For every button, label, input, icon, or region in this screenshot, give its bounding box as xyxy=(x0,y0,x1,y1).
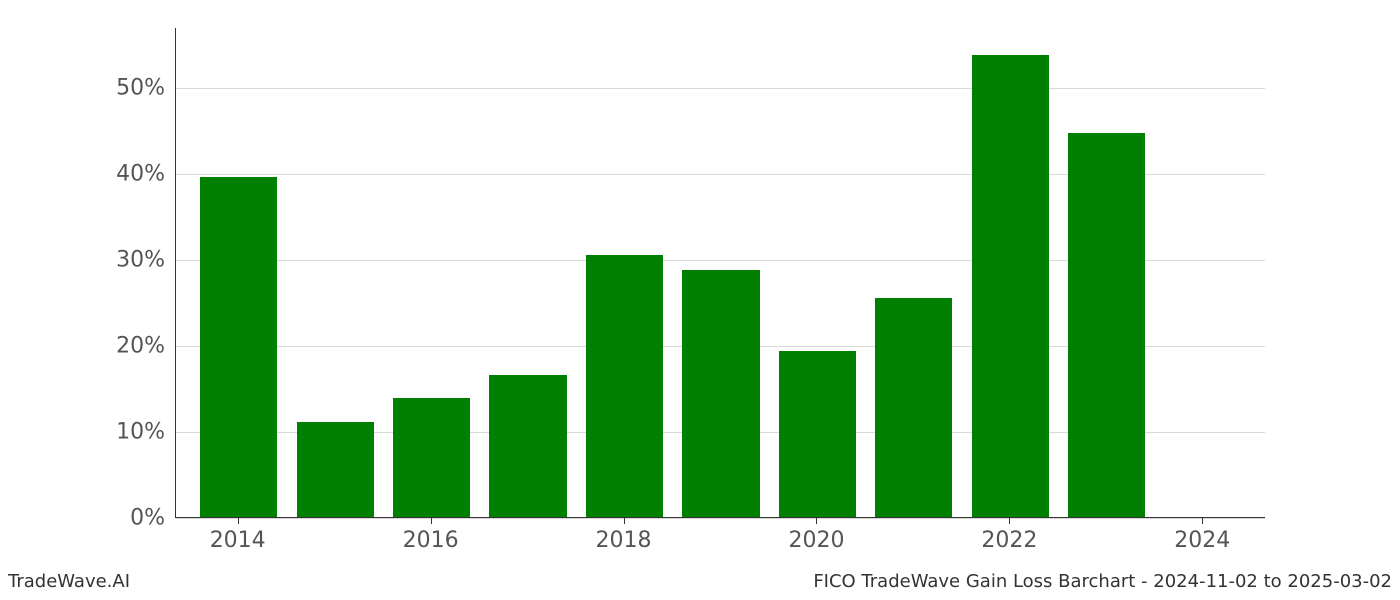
ytick-label: 40% xyxy=(105,162,165,187)
gridline xyxy=(176,518,1265,519)
xtick-label: 2018 xyxy=(596,528,652,553)
bar xyxy=(586,255,663,517)
ytick-label: 50% xyxy=(105,76,165,101)
bar xyxy=(779,351,856,517)
xtick-mark xyxy=(624,518,625,524)
xtick-label: 2016 xyxy=(403,528,459,553)
xtick-label: 2020 xyxy=(788,528,844,553)
bar xyxy=(1068,133,1145,517)
xtick-mark xyxy=(816,518,817,524)
footer-right-label: FICO TradeWave Gain Loss Barchart - 2024… xyxy=(813,571,1392,592)
xtick-label: 2022 xyxy=(981,528,1037,553)
xtick-mark xyxy=(1009,518,1010,524)
bar xyxy=(875,298,952,517)
plot-area xyxy=(175,28,1265,518)
gridline xyxy=(176,88,1265,89)
footer-left-label: TradeWave.AI xyxy=(8,571,130,592)
ytick-label: 0% xyxy=(105,506,165,531)
bar xyxy=(972,55,1049,517)
xtick-label: 2024 xyxy=(1174,528,1230,553)
ytick-label: 20% xyxy=(105,334,165,359)
xtick-label: 2014 xyxy=(210,528,266,553)
xtick-mark xyxy=(238,518,239,524)
chart-container: TradeWave.AI FICO TradeWave Gain Loss Ba… xyxy=(0,0,1400,600)
xtick-mark xyxy=(1202,518,1203,524)
bar xyxy=(200,177,277,517)
bar xyxy=(393,398,470,517)
bar xyxy=(297,422,374,517)
ytick-label: 10% xyxy=(105,420,165,445)
ytick-label: 30% xyxy=(105,248,165,273)
bar xyxy=(682,270,759,517)
bar xyxy=(489,375,566,517)
xtick-mark xyxy=(431,518,432,524)
